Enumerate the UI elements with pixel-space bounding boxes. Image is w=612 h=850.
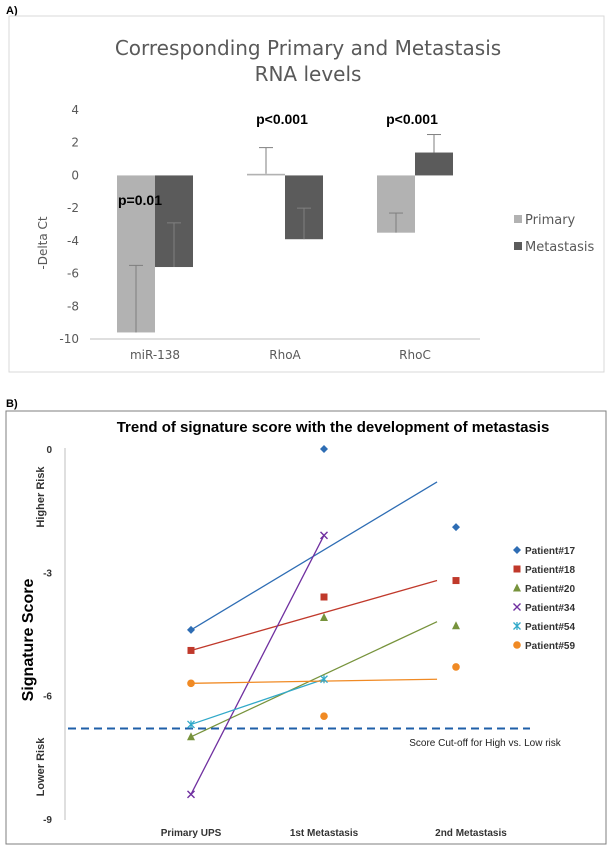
legend-label-primary: Primary <box>525 213 576 228</box>
panel-b-category-labels: Primary UPS 1st Metastasis 2nd Metastasis <box>161 828 508 839</box>
category-label: 2nd Metastasis <box>435 828 507 839</box>
point-patient59-0 <box>187 679 195 688</box>
category-label: RhoA <box>269 348 301 362</box>
panel-a-y-ticks: 4 2 0 -2 -4 -6 -8 -10 <box>59 103 79 346</box>
panel-b-title: Trend of signature score with the develo… <box>117 419 550 436</box>
panel-a-category-labels: miR-138 RhoA RhoC <box>130 348 431 362</box>
trend-line-patient18 <box>190 579 438 652</box>
legend-marker-patient17 <box>513 546 521 554</box>
legend-label-patient17: Patient#17 <box>525 546 575 557</box>
panel-a-legend: Primary Metastasis <box>514 213 594 255</box>
panel-a-p-values: p=0.01 p<0.001 p<0.001 <box>118 111 438 208</box>
bar-primary-1 <box>247 173 285 176</box>
point-patient17-0 <box>187 625 195 634</box>
cutoff-label: Score Cut-off for High vs. Low risk <box>409 738 562 749</box>
point-patient34-1 <box>320 531 328 540</box>
panel-b-y-ticks: 0 -3 -6 -9 <box>43 445 52 826</box>
y-tick-label: -9 <box>43 815 52 826</box>
y-tick-label: 4 <box>71 103 79 117</box>
panel-b-frame <box>5 410 607 845</box>
point-patient17-2 <box>452 523 460 532</box>
panel-a-y-axis-label: -Delta Ct <box>36 216 50 270</box>
panel-a-title-line2: RNA levels <box>255 62 362 86</box>
point-patient54-1 <box>320 675 328 684</box>
category-label: Primary UPS <box>161 828 222 839</box>
y-tick-label: -4 <box>67 234 79 248</box>
legend-label-patient18: Patient#18 <box>525 565 575 576</box>
point-patient17-1 <box>320 445 328 453</box>
higher-risk-label: Higher Risk <box>35 466 47 528</box>
point-patient20-0 <box>187 732 195 741</box>
point-patient20-1 <box>320 613 328 622</box>
point-patient34-0 <box>187 790 195 799</box>
legend-marker-patient54 <box>513 622 521 630</box>
y-tick-label: 0 <box>46 445 52 456</box>
panel-b-trend-lines <box>190 481 438 795</box>
point-patient18-1 <box>320 593 328 601</box>
panel-b-points <box>187 445 460 799</box>
legend-label-patient59: Patient#59 <box>525 641 575 652</box>
point-patient59-1 <box>320 712 328 721</box>
bar-metastasis-2 <box>415 152 453 176</box>
panel-b-legend: Patient#17 Patient#18 Patient#20 Patient#34… <box>513 546 575 652</box>
lower-risk-label: Lower Risk <box>35 737 47 797</box>
point-patient18-0 <box>187 646 195 654</box>
p-value-annotation: p<0.001 <box>256 111 308 127</box>
y-tick-label: -6 <box>43 692 52 703</box>
y-tick-label: -10 <box>59 332 79 346</box>
legend-label-patient20: Patient#20 <box>525 584 575 595</box>
legend-swatch-primary <box>514 215 522 223</box>
legend-marker-patient18 <box>513 565 521 573</box>
p-value-annotation: p<0.001 <box>386 111 438 127</box>
legend-swatch-metastasis <box>514 242 522 250</box>
legend-marker-patient59 <box>513 641 521 649</box>
y-tick-label: -3 <box>43 568 52 579</box>
panel-a-label: A) <box>6 5 18 17</box>
panel-a-title: Corresponding Primary and Metastasis <box>115 36 501 60</box>
legend-marker-patient34 <box>513 603 521 611</box>
y-tick-label: 0 <box>71 168 79 182</box>
legend-label-patient34: Patient#34 <box>525 603 575 614</box>
panel-b-y-axis-label: Signature Score <box>20 579 37 702</box>
point-patient20-2 <box>452 621 460 630</box>
trend-line-patient54 <box>190 678 325 726</box>
y-tick-label: -6 <box>67 267 79 281</box>
point-patient18-2 <box>452 577 460 585</box>
y-tick-label: -2 <box>67 201 79 215</box>
legend-label-patient54: Patient#54 <box>525 622 575 633</box>
point-patient59-2 <box>452 663 460 671</box>
point-patient54-0 <box>187 720 195 729</box>
legend-label-metastasis: Metastasis <box>525 240 594 255</box>
category-label: RhoC <box>399 348 431 362</box>
panel-a-error-bars <box>129 134 441 333</box>
category-label: 1st Metastasis <box>290 828 359 839</box>
category-label: miR-138 <box>130 348 180 362</box>
legend-marker-patient20 <box>513 583 521 592</box>
p-value-annotation: p=0.01 <box>118 192 162 208</box>
y-tick-label: -8 <box>67 299 79 313</box>
panel-b-label: B) <box>6 398 18 410</box>
y-tick-label: 2 <box>71 136 79 150</box>
trend-line-patient20 <box>190 621 438 738</box>
trend-line-patient34 <box>190 535 325 795</box>
trend-line-patient59 <box>190 678 438 684</box>
